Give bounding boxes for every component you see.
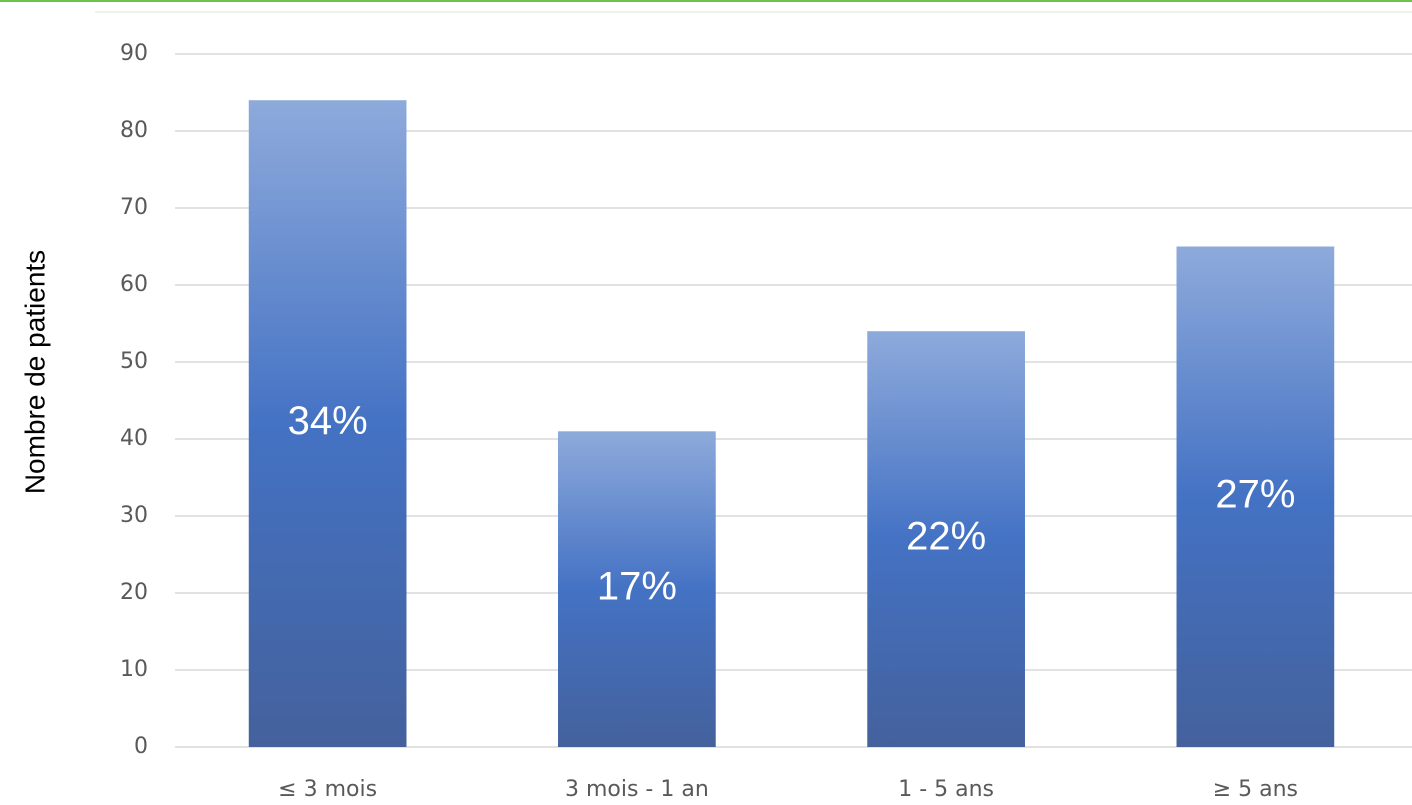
bar <box>1176 246 1335 747</box>
y-tick-label: 20 <box>120 580 148 605</box>
bar <box>558 431 716 747</box>
bar-label: 34% <box>288 399 368 443</box>
x-tick-label: ≤ 3 mois <box>278 777 377 802</box>
y-tick-label: 60 <box>120 272 148 297</box>
y-tick-label: 90 <box>120 41 148 66</box>
bar-label: 17% <box>597 565 677 609</box>
y-tick-label: 50 <box>120 349 148 374</box>
bar <box>248 100 407 747</box>
bar <box>867 331 1025 747</box>
y-tick-label: 80 <box>120 118 148 143</box>
y-tick-label: 40 <box>120 426 148 451</box>
y-tick-label: 30 <box>120 503 148 528</box>
y-tick-label: 0 <box>134 734 148 759</box>
x-tick-label: ≥ 5 ans <box>1213 777 1298 802</box>
y-tick-label: 10 <box>120 657 148 682</box>
x-tick-label: 3 mois - 1 an <box>565 777 709 802</box>
x-tick-label: 1 - 5 ans <box>898 777 994 802</box>
y-axis-title: Nombre de patients <box>19 250 50 494</box>
bar-label: 22% <box>906 515 986 559</box>
bar-label: 27% <box>1215 472 1295 516</box>
y-tick-label: 70 <box>120 195 148 220</box>
